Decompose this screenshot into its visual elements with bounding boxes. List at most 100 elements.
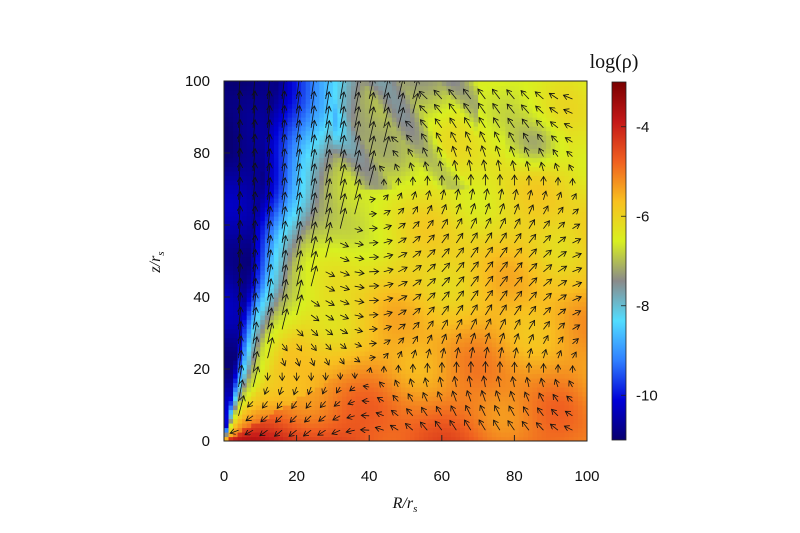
velocity-arrow — [296, 236, 301, 258]
velocity-arrow — [354, 315, 364, 317]
velocity-arrow — [368, 165, 374, 186]
velocity-arrow — [499, 262, 508, 273]
velocity-arrow — [514, 190, 516, 200]
velocity-arrow — [528, 292, 537, 301]
velocity-arrow — [572, 268, 581, 272]
velocity-arrow — [281, 265, 286, 287]
velocity-arrow — [412, 236, 420, 244]
velocity-arrow — [310, 266, 316, 287]
velocity-arrow — [412, 251, 421, 258]
velocity-arrow — [426, 321, 433, 330]
velocity-arrow — [310, 207, 315, 229]
velocity-arrow — [420, 106, 428, 114]
velocity-arrow — [550, 122, 559, 129]
velocity-arrow — [551, 136, 559, 143]
velocity-arrow — [543, 279, 551, 287]
velocity-arrow — [440, 377, 442, 388]
velocity-arrow — [383, 340, 390, 344]
velocity-arrow — [456, 248, 463, 258]
velocity-arrow — [238, 396, 244, 416]
velocity-arrow — [339, 165, 345, 186]
velocity-arrow — [384, 195, 388, 200]
velocity-arrow — [310, 149, 315, 172]
velocity-arrow — [522, 422, 530, 431]
velocity-arrow — [391, 137, 399, 143]
velocity-arrow — [499, 319, 505, 330]
velocity-arrow — [354, 180, 360, 200]
velocity-arrow — [422, 134, 428, 143]
velocity-arrow — [339, 344, 346, 349]
velocity-arrow — [310, 178, 315, 200]
velocity-arrow — [442, 190, 444, 200]
velocity-arrow — [310, 120, 314, 143]
velocity-arrow — [485, 319, 490, 330]
velocity-arrow — [426, 235, 434, 244]
velocity-arrow — [239, 177, 241, 200]
velocity-arrow — [340, 357, 344, 364]
velocity-arrow — [310, 193, 315, 215]
velocity-arrow — [252, 352, 257, 373]
velocity-arrow — [569, 381, 572, 388]
velocity-arrow — [557, 337, 563, 345]
velocity-arrow — [310, 314, 319, 321]
velocity-arrow — [368, 136, 374, 157]
velocity-arrow — [368, 151, 374, 172]
velocity-arrow — [496, 391, 500, 402]
velocity-arrow — [325, 150, 330, 172]
velocity-arrow — [239, 91, 241, 114]
velocity-arrow — [325, 223, 331, 244]
velocity-arrow — [442, 205, 446, 215]
velocity-arrow — [536, 120, 544, 129]
velocity-arrow — [383, 255, 393, 258]
velocity-arrow — [294, 386, 297, 395]
velocity-arrow — [281, 294, 287, 316]
velocity-arrow — [281, 309, 287, 330]
velocity-arrow — [325, 121, 330, 143]
velocity-arrow — [398, 310, 406, 316]
velocity-arrow — [369, 368, 370, 373]
velocity-arrow — [253, 308, 256, 330]
velocity-arrow — [482, 391, 486, 402]
velocity-arrow — [339, 121, 344, 143]
velocity-arrow — [558, 351, 561, 359]
velocity-arrow — [422, 407, 428, 417]
velocity-arrow — [239, 264, 241, 287]
velocity-arrow — [297, 135, 300, 157]
velocity-arrow — [253, 177, 255, 200]
velocity-arrow — [296, 251, 301, 272]
velocity-arrow — [543, 349, 545, 359]
velocity-arrow — [496, 146, 500, 157]
velocity-arrow — [564, 124, 573, 128]
velocity-arrow — [354, 243, 364, 245]
velocity-arrow — [567, 396, 573, 401]
velocity-arrow — [465, 420, 472, 431]
velocity-arrow — [471, 347, 473, 359]
velocity-arrow — [310, 237, 316, 258]
velocity-arrow — [296, 295, 302, 316]
velocity-arrow — [383, 240, 392, 243]
velocity-arrow — [442, 334, 446, 344]
velocity-arrow — [557, 222, 565, 229]
velocity-arrow — [397, 324, 405, 330]
velocity-arrow — [485, 305, 491, 316]
velocity-arrow — [340, 301, 349, 305]
velocity-arrow — [485, 291, 492, 301]
velocity-arrow — [253, 149, 255, 172]
velocity-arrow — [485, 347, 487, 359]
velocity-arrow — [282, 178, 285, 200]
velocity-arrow — [528, 249, 537, 258]
velocity-arrow — [426, 307, 434, 316]
velocity-arrow — [467, 146, 471, 157]
velocity-arrow — [451, 132, 457, 143]
velocity-arrow — [523, 133, 530, 143]
velocity-arrow — [253, 206, 255, 229]
velocity-arrow — [471, 204, 475, 215]
velocity-arrow — [508, 118, 515, 129]
velocity-arrow — [572, 239, 580, 243]
velocity-arrow — [296, 265, 302, 287]
velocity-arrow — [528, 234, 536, 244]
velocity-arrow — [325, 300, 335, 306]
velocity-arrow — [565, 411, 573, 416]
velocity-arrow — [410, 163, 412, 172]
velocity-arrow — [281, 221, 285, 244]
